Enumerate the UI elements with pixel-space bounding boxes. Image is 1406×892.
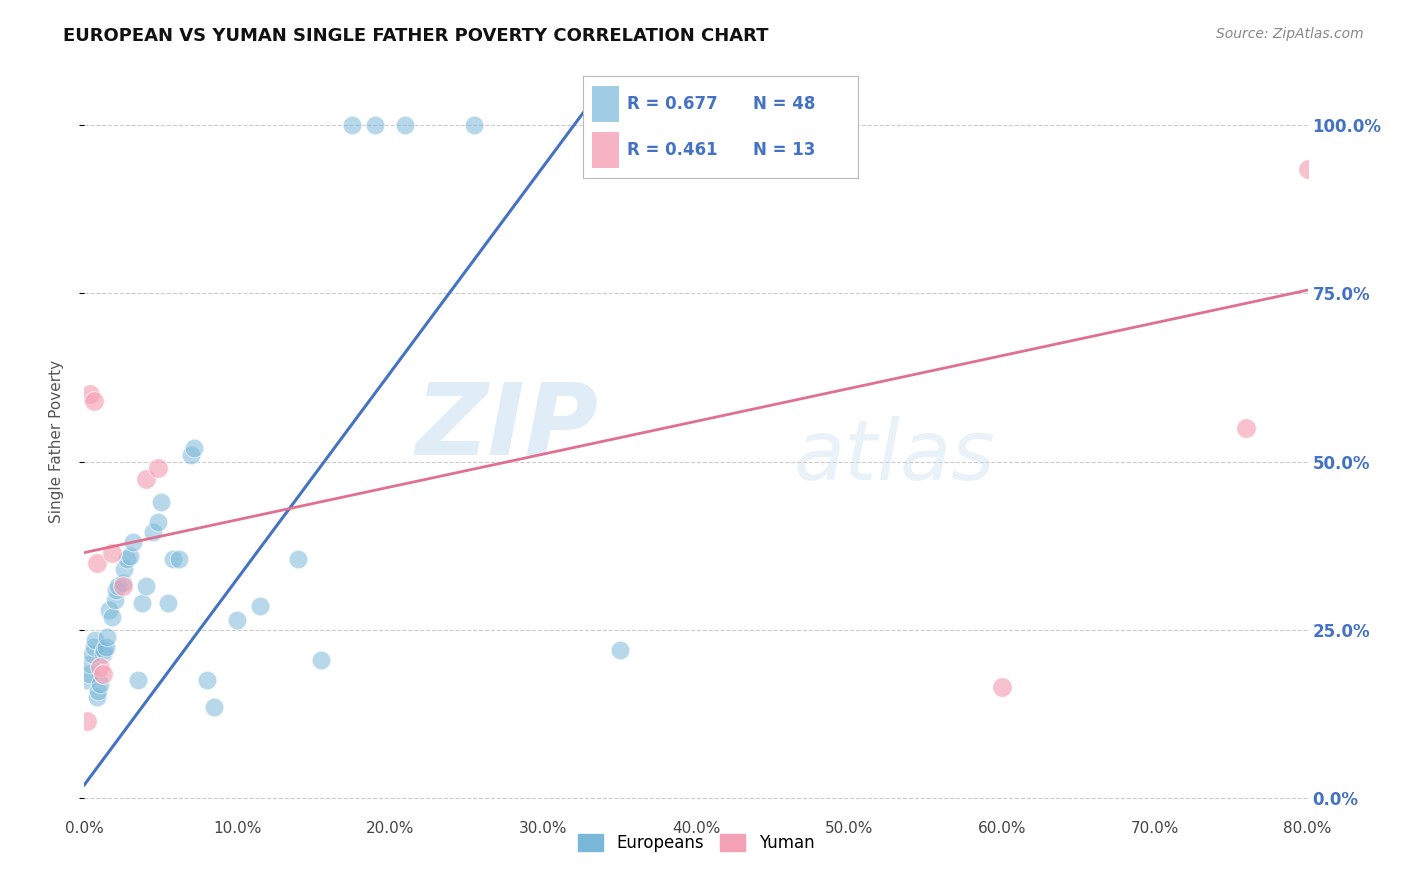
Point: [111, 579, 134, 593]
Point: [97, 603, 120, 617]
Text: R = 0.677: R = 0.677: [627, 95, 718, 112]
Point: [89, 677, 111, 691]
Point: [120, 549, 142, 563]
Point: [107, 579, 129, 593]
Point: [79, 387, 101, 401]
Point: [183, 442, 205, 456]
Point: [91, 647, 114, 661]
Text: ZIP: ZIP: [415, 378, 598, 475]
Point: [195, 673, 218, 688]
Point: [86, 556, 108, 570]
FancyBboxPatch shape: [592, 132, 619, 168]
Point: [226, 613, 249, 627]
Point: [104, 592, 127, 607]
Point: [180, 448, 202, 462]
Point: [83, 640, 105, 654]
Point: [249, 599, 271, 614]
Point: [364, 118, 387, 132]
Point: [167, 552, 190, 566]
Point: [131, 596, 153, 610]
Point: [287, 552, 309, 566]
Point: [311, 653, 333, 667]
Point: [162, 552, 184, 566]
Point: [93, 643, 115, 657]
Point: [1296, 161, 1319, 176]
Point: [157, 596, 180, 610]
Point: [101, 546, 124, 560]
Point: [609, 643, 631, 657]
Point: [122, 535, 145, 549]
Point: [135, 579, 157, 593]
Point: [115, 552, 138, 566]
Point: [84, 633, 107, 648]
Point: [101, 609, 124, 624]
Point: [76, 714, 98, 728]
Point: [96, 630, 118, 644]
Point: [127, 673, 149, 688]
Point: [112, 562, 135, 576]
Point: [86, 690, 108, 705]
Point: [94, 640, 117, 654]
Text: atlas: atlas: [794, 416, 995, 497]
Point: [87, 683, 110, 698]
Point: [77, 666, 100, 681]
Legend: Europeans, Yuman: Europeans, Yuman: [571, 828, 821, 859]
Point: [991, 680, 1014, 694]
Point: [135, 472, 157, 486]
FancyBboxPatch shape: [592, 87, 619, 122]
Text: N = 48: N = 48: [754, 95, 815, 112]
Point: [79, 657, 101, 671]
Point: [91, 666, 114, 681]
Point: [142, 525, 165, 540]
Text: R = 0.461: R = 0.461: [627, 141, 718, 159]
Point: [149, 495, 172, 509]
Point: [463, 118, 485, 132]
Point: [394, 118, 416, 132]
Text: N = 13: N = 13: [754, 141, 815, 159]
Point: [105, 582, 128, 597]
Point: [707, 142, 730, 156]
Text: Source: ZipAtlas.com: Source: ZipAtlas.com: [1216, 27, 1364, 41]
Point: [89, 660, 111, 674]
Point: [146, 516, 169, 530]
Point: [1236, 421, 1258, 435]
Point: [146, 461, 169, 475]
Point: [202, 700, 225, 714]
Y-axis label: Single Father Poverty: Single Father Poverty: [49, 360, 63, 523]
Point: [111, 575, 134, 590]
Text: EUROPEAN VS YUMAN SINGLE FATHER POVERTY CORRELATION CHART: EUROPEAN VS YUMAN SINGLE FATHER POVERTY …: [63, 27, 769, 45]
Point: [340, 118, 363, 132]
Point: [83, 394, 105, 409]
Point: [76, 673, 98, 688]
Point: [80, 647, 103, 661]
